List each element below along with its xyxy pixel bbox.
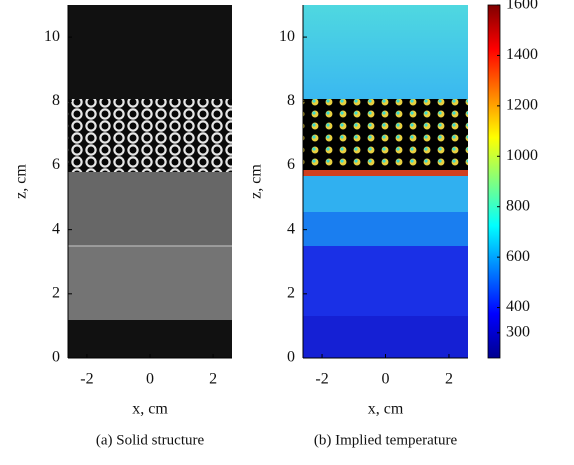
y-tick-label: 6: [287, 156, 295, 173]
x-tick-label: 2: [445, 371, 453, 388]
y-tick-label: 6: [52, 156, 60, 173]
y-tick-label: 4: [287, 220, 295, 237]
x-tick-label: 2: [209, 371, 217, 388]
temperature-image: [303, 5, 468, 358]
solid-image: [68, 5, 232, 358]
colorbar-tick-label: 300: [506, 323, 530, 340]
y-tick-label: 8: [52, 92, 60, 109]
x-tick-label: 0: [146, 371, 154, 388]
caption: (a) Solid structure: [96, 432, 205, 448]
y-tick-label: 2: [287, 284, 295, 301]
x-tick-label: 0: [382, 371, 390, 388]
x-tick-label: -2: [80, 371, 93, 388]
colorbar-tick-label: 800: [506, 197, 530, 214]
y-axis-label: z, cm: [13, 164, 30, 199]
colorbar-tick-label: 1600: [506, 0, 538, 13]
y-axis-label: z, cm: [248, 164, 265, 199]
colorbar-tick-label: 1400: [506, 46, 538, 63]
y-tick-label: 4: [52, 220, 60, 237]
colorbar-tick-label: 1200: [506, 97, 538, 114]
colorbar-tick-label: 1000: [506, 147, 538, 164]
y-tick-label: 0: [287, 349, 295, 366]
y-tick-label: 0: [52, 349, 60, 366]
y-tick-label: 8: [287, 92, 295, 109]
x-axis-label: x, cm: [368, 401, 404, 418]
colorbar-tick-label: 600: [506, 248, 530, 265]
colorbar: [487, 4, 501, 359]
y-tick-label: 10: [279, 28, 295, 45]
colorbar-tick-label: 400: [506, 298, 530, 315]
x-axis-label: x, cm: [132, 401, 168, 418]
x-tick-label: -2: [315, 371, 328, 388]
caption: (b) Implied temperature: [314, 432, 458, 448]
y-tick-label: 10: [44, 28, 60, 45]
y-tick-label: 2: [52, 284, 60, 301]
